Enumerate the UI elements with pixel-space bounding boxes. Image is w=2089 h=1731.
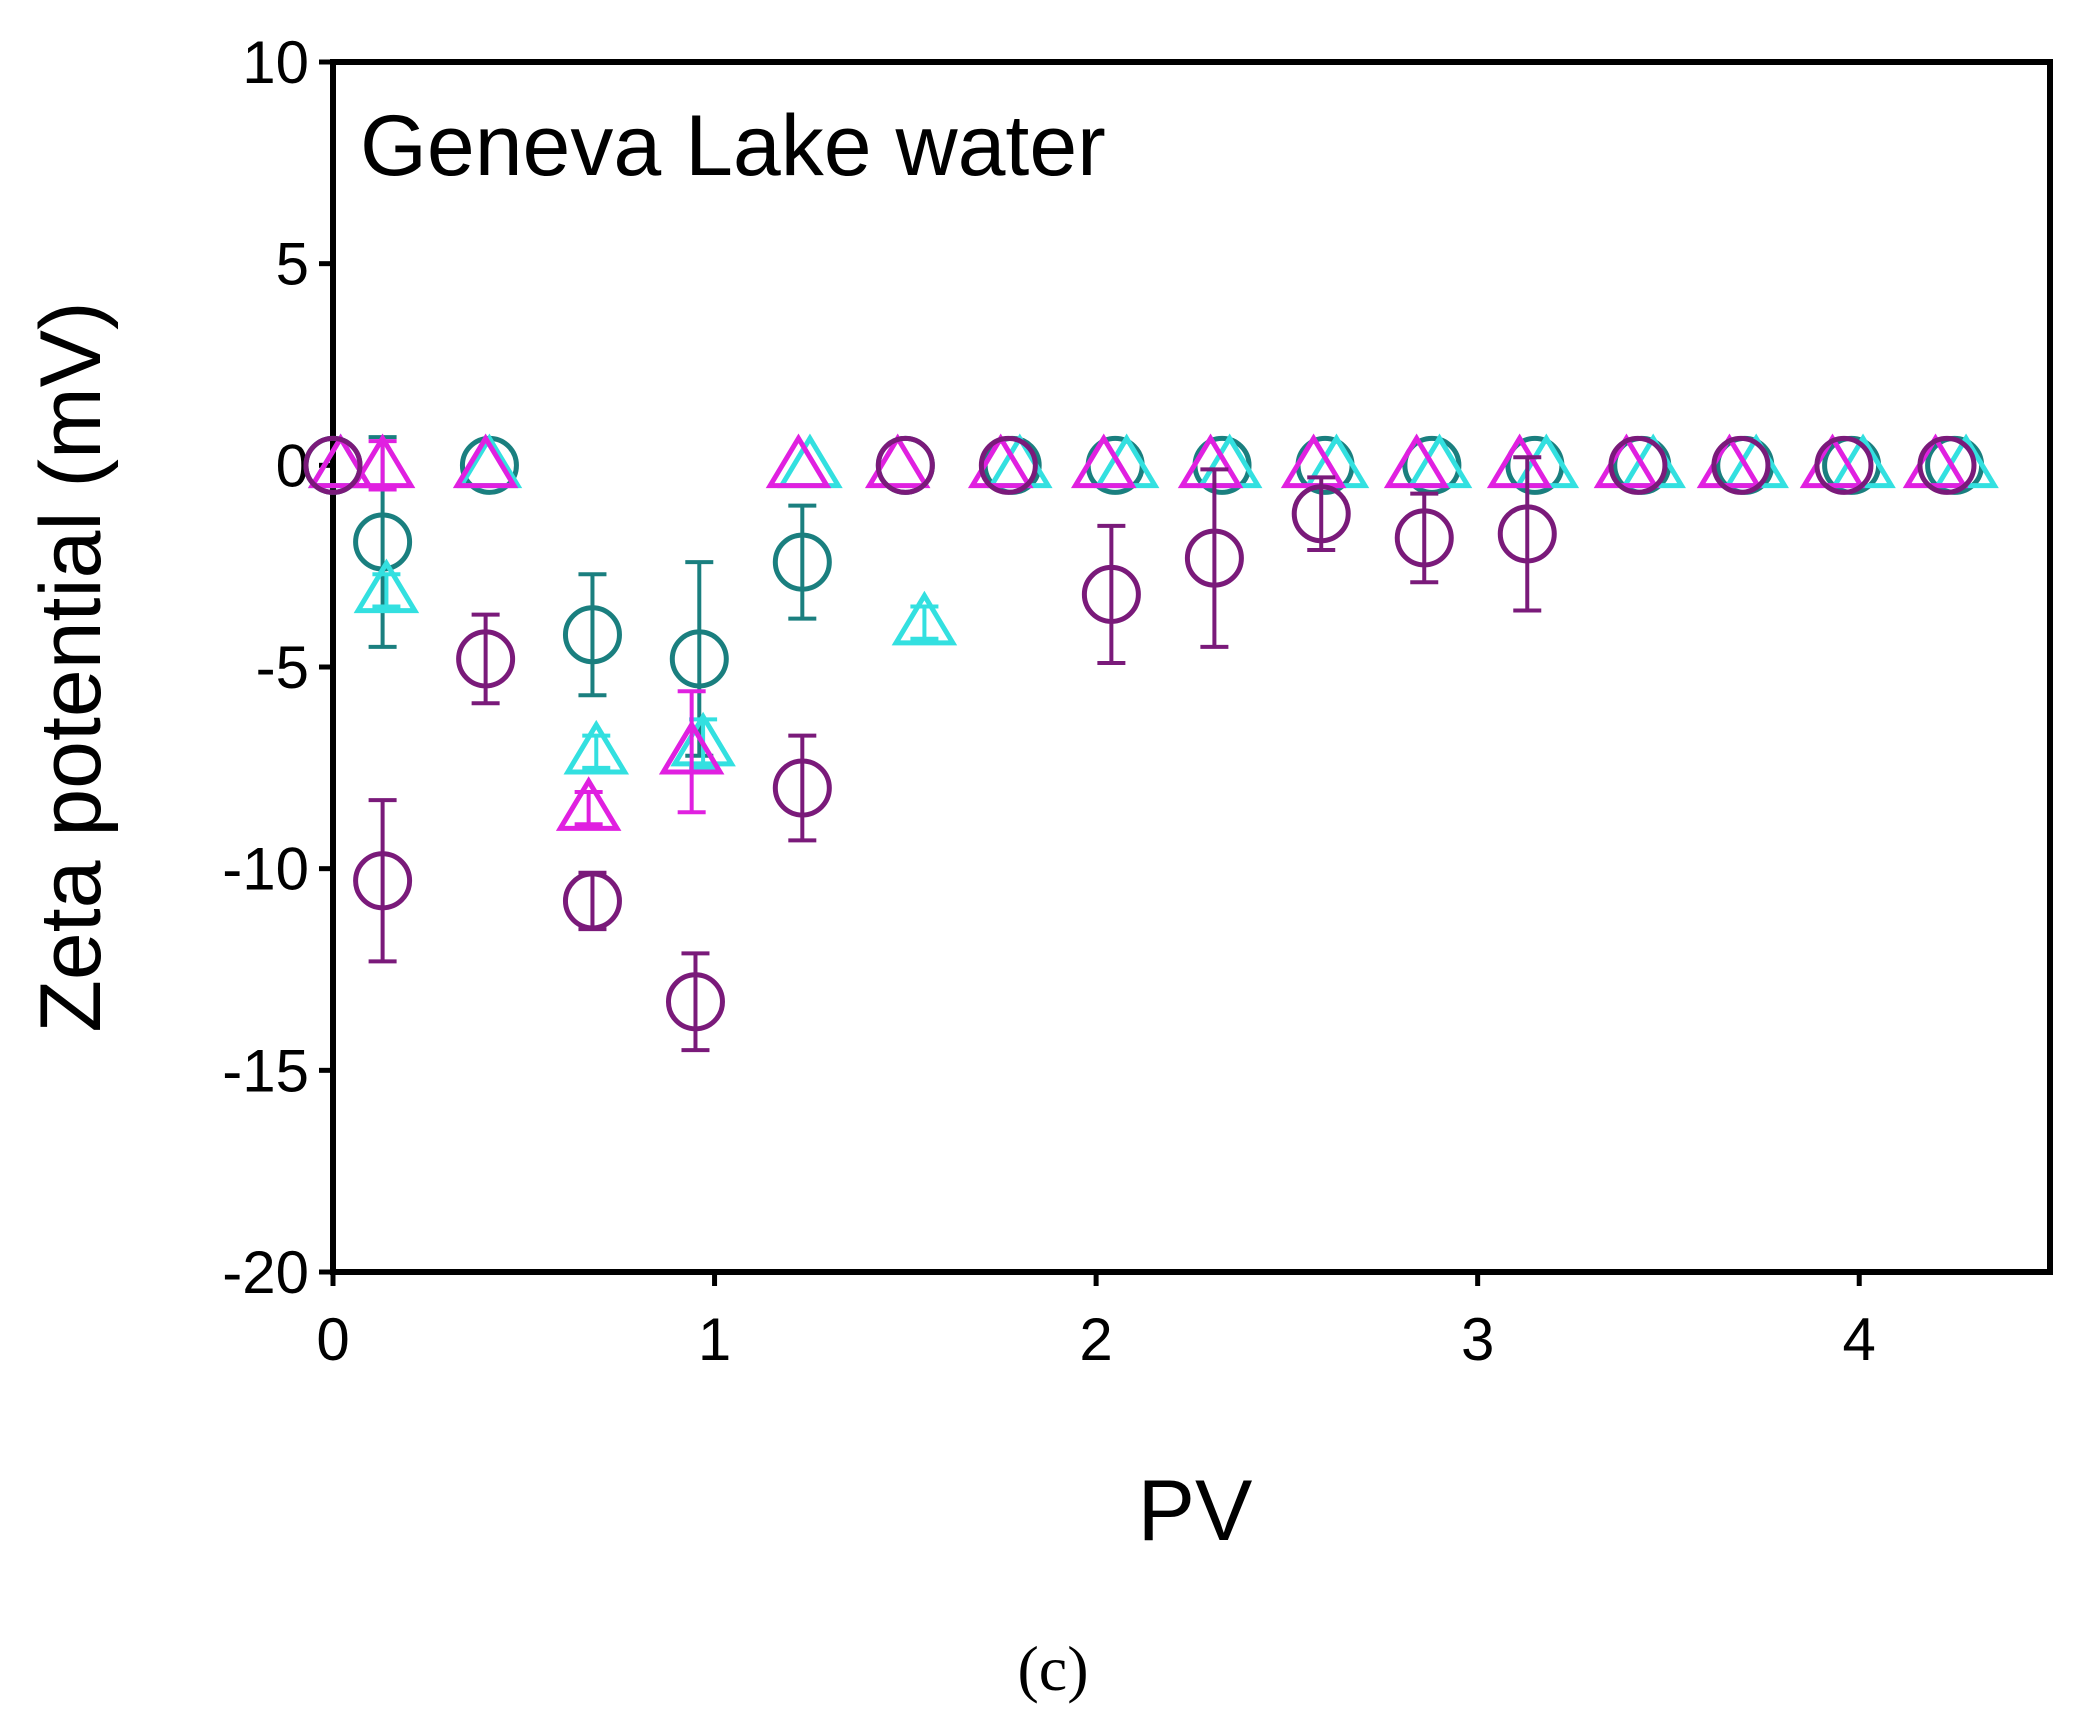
data-point (1177, 433, 1244, 489)
x-tick-label: 1 (698, 1306, 731, 1373)
data-point (978, 435, 1038, 495)
data-point (555, 776, 622, 831)
x-tick-label: 3 (1461, 1306, 1494, 1373)
data-point (307, 433, 374, 489)
series-purple-circles (303, 435, 1977, 1053)
y-tick-label: 5 (276, 231, 309, 298)
data-point (353, 851, 413, 911)
data-point (1394, 508, 1454, 568)
axis-ticks: 0 1 2 3 4 10 5 0 -5 -10 -15 -20 (222, 29, 1876, 1373)
data-point (353, 558, 420, 614)
data-point (665, 972, 725, 1032)
data-point (765, 433, 832, 489)
data-point (772, 758, 832, 818)
data-point (562, 871, 622, 931)
data-point (772, 532, 832, 592)
chart-annotation: Geneva Lake water (360, 98, 1106, 194)
data-point (1814, 435, 1874, 495)
series-cyan-triangles (307, 433, 1999, 775)
data-point (303, 435, 363, 495)
data-point (1497, 504, 1557, 564)
y-tick-label: -20 (222, 1239, 309, 1306)
data-point (875, 435, 935, 495)
y-tick-label: -10 (222, 836, 309, 903)
data-point (1070, 433, 1137, 489)
y-axis-title: Zeta potential (mV) (23, 301, 119, 1032)
data-point (967, 433, 1034, 489)
data-point (1711, 435, 1771, 495)
y-tick-label: 0 (276, 432, 309, 499)
y-tick-label: -5 (256, 634, 309, 701)
data-point (349, 433, 416, 489)
data-point (1917, 435, 1977, 495)
data-point (456, 629, 516, 689)
data-point (1383, 433, 1450, 489)
panel-label: (c) (1017, 1633, 1088, 1704)
y-tick-label: 10 (242, 29, 309, 96)
data-point (1184, 528, 1244, 588)
data-point (669, 629, 729, 689)
data-point (452, 433, 519, 489)
x-axis-title: PV (1138, 1463, 1253, 1559)
series-magenta-triangles (307, 433, 1969, 831)
data-point (563, 719, 630, 775)
data-point (562, 605, 622, 665)
data-point (1486, 433, 1553, 489)
data-point (891, 590, 958, 646)
data-point (1081, 564, 1141, 624)
data-point (864, 433, 931, 489)
y-tick-label: -15 (222, 1037, 309, 1104)
data-point (658, 719, 725, 775)
x-tick-label: 0 (316, 1306, 349, 1373)
x-tick-label: 2 (1079, 1306, 1112, 1373)
data-point (1291, 484, 1351, 544)
series-layer (303, 433, 1999, 1053)
data-point (1608, 435, 1668, 495)
data-point (670, 711, 736, 767)
x-tick-label: 4 (1843, 1306, 1876, 1373)
